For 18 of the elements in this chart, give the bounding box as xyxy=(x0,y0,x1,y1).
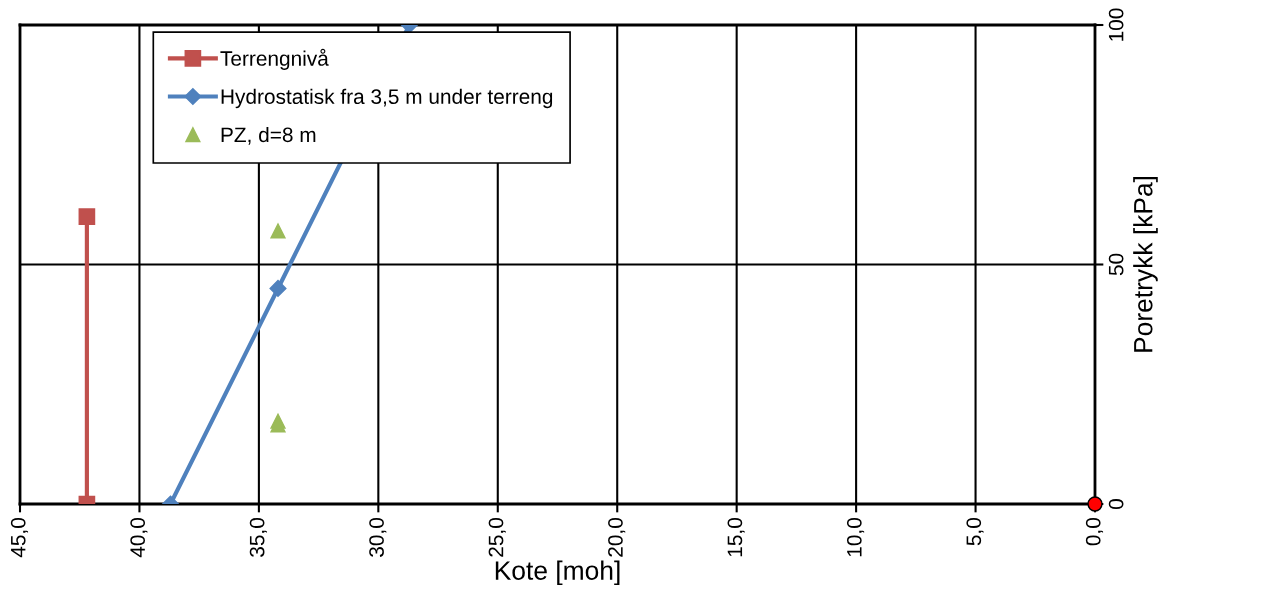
x-tick-label: 40,0 xyxy=(130,518,148,558)
x-tick-label: 25,0 xyxy=(488,518,506,557)
x-tick-label: 5,0 xyxy=(966,518,984,546)
x-tick-label: 0,0 xyxy=(1085,518,1104,546)
legend-label: Terrengnivå xyxy=(220,48,329,70)
y-tick-label: 50 xyxy=(1108,253,1124,276)
x-tick-label: 45,0 xyxy=(10,518,29,558)
y-tick-label: 100 xyxy=(1108,8,1124,41)
x-tick-label: 30,0 xyxy=(369,518,387,557)
y-axis-title: Poretrykk [kPa] xyxy=(1133,176,1158,352)
legend-label: PZ, d=8 m xyxy=(221,126,316,145)
x-tick-label: 10,0 xyxy=(846,518,865,557)
x-tick-label: 15,0 xyxy=(727,518,745,557)
x-axis-title: Kote [moh] xyxy=(495,560,620,586)
x-tick-label: 35,0 xyxy=(249,518,267,557)
x-tick-label: 20,0 xyxy=(608,518,626,557)
y-tick-label: 0 xyxy=(1108,499,1124,509)
legend-label: Hydrostatisk fra 3,5 m under terreng xyxy=(221,88,553,109)
